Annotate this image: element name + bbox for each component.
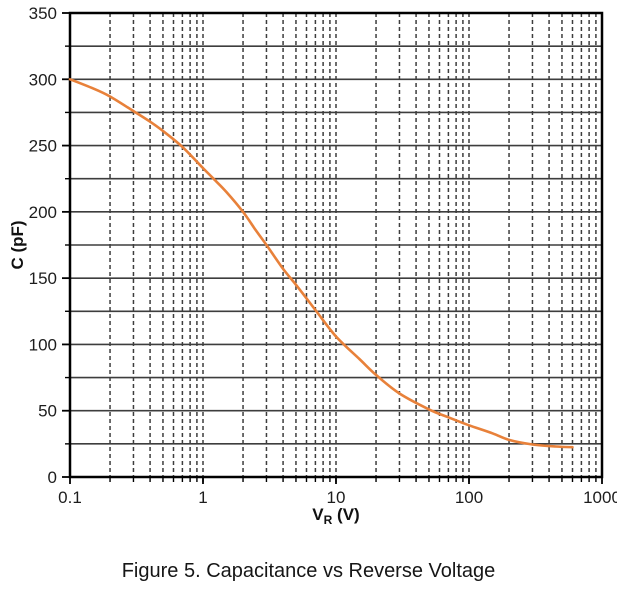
axis-ticks — [62, 12, 603, 484]
x-axis-title: VR (V) — [70, 505, 602, 527]
y-axis-title: C (pF) — [8, 220, 27, 270]
svg-text:150: 150 — [29, 269, 57, 288]
svg-text:200: 200 — [29, 203, 57, 222]
svg-text:0: 0 — [48, 468, 57, 487]
svg-text:100: 100 — [455, 488, 483, 507]
x-axis-subscript: R — [323, 513, 333, 527]
x-axis-symbol: V — [312, 505, 324, 524]
capacitance-curve — [68, 78, 574, 449]
svg-text:1000: 1000 — [583, 488, 617, 507]
svg-text:350: 350 — [29, 4, 57, 23]
y-tick-labels: 0 50 100 150 200 250 300 350 — [29, 4, 57, 487]
svg-text:50: 50 — [38, 402, 57, 421]
plot-border — [68, 11, 604, 479]
chart-canvas: 0.1 1 10 100 1000 0 50 100 150 200 250 300 350 — [29, 4, 617, 507]
svg-text:0.1: 0.1 — [58, 488, 82, 507]
vertical-gridlines — [109, 13, 597, 477]
svg-text:300: 300 — [29, 70, 57, 89]
svg-text:100: 100 — [29, 335, 57, 354]
svg-text:10: 10 — [327, 488, 346, 507]
svg-text:1: 1 — [198, 488, 207, 507]
figure-caption: Figure 5. Capacitance vs Reverse Voltage — [121, 560, 496, 582]
x-tick-labels: 0.1 1 10 100 1000 — [58, 488, 617, 507]
horizontal-gridlines — [70, 45, 602, 445]
x-axis-unit: (V) — [332, 505, 360, 524]
svg-text:250: 250 — [29, 137, 57, 156]
